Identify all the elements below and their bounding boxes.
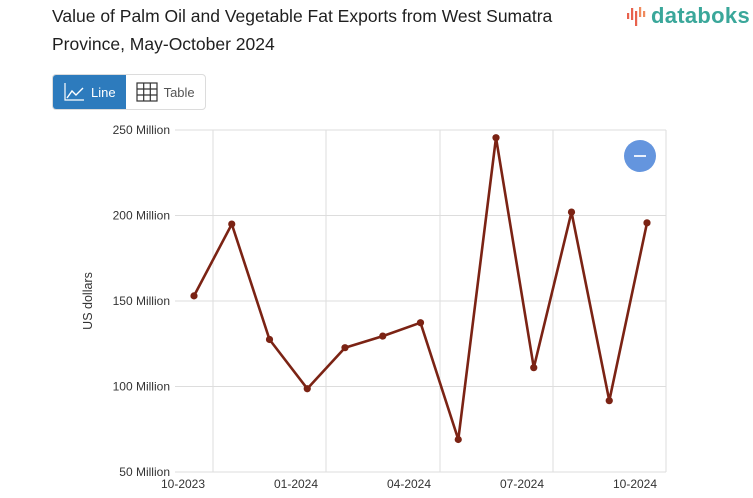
y-tick-label: 100 Million xyxy=(113,380,170,394)
table-grid-icon xyxy=(135,82,158,102)
table-view-button[interactable]: Table xyxy=(126,75,205,109)
data-point[interactable] xyxy=(454,435,462,444)
y-tick-label: 50 Million xyxy=(119,465,170,479)
x-tick-label: 04-2024 xyxy=(387,477,431,491)
data-point-markers xyxy=(190,134,651,444)
x-tick-label: 10-2024 xyxy=(613,477,657,491)
chart-title: Value of Palm Oil and Vegetable Fat Expo… xyxy=(52,6,553,54)
data-point[interactable] xyxy=(379,332,387,340)
data-point[interactable] xyxy=(530,364,538,372)
data-point[interactable] xyxy=(567,208,576,216)
y-tick-label: 200 Million xyxy=(113,209,170,223)
data-point[interactable] xyxy=(492,134,500,142)
line-chart-icon xyxy=(64,83,84,101)
line-view-button[interactable]: Line xyxy=(53,75,126,109)
y-axis-title: US dollars xyxy=(81,272,95,330)
table-view-label: Table xyxy=(163,84,195,100)
x-tick-label: 10-2023 xyxy=(161,477,205,491)
y-tick-label: 250 Million xyxy=(113,123,170,137)
databoks-logo: databoks xyxy=(626,3,750,29)
logo-bars-icon xyxy=(627,7,646,26)
data-point[interactable] xyxy=(341,344,349,352)
reset-zoom-button[interactable] xyxy=(624,140,656,172)
x-tick-label: 01-2024 xyxy=(274,477,318,491)
data-point[interactable] xyxy=(190,292,198,300)
y-axis-ticks: 250 Million 200 Million 150 Million 100 Mil… xyxy=(113,123,170,479)
x-tick-label: 07-2024 xyxy=(500,477,544,491)
view-toggle: Line Table xyxy=(52,74,206,110)
line-view-label: Line xyxy=(91,84,116,100)
data-point[interactable] xyxy=(265,335,274,344)
data-point[interactable] xyxy=(643,219,651,227)
data-point[interactable] xyxy=(605,397,613,405)
logo-text: databoks xyxy=(651,3,750,28)
data-series-line xyxy=(192,136,649,441)
chart-grid xyxy=(175,129,667,473)
x-axis-ticks: 10-2023 01-2024 04-2024 07-2024 10-2024 xyxy=(161,477,657,491)
y-tick-label: 150 Million xyxy=(113,294,170,308)
data-point[interactable] xyxy=(303,385,311,393)
data-point[interactable] xyxy=(416,319,425,327)
data-point[interactable] xyxy=(228,220,236,228)
